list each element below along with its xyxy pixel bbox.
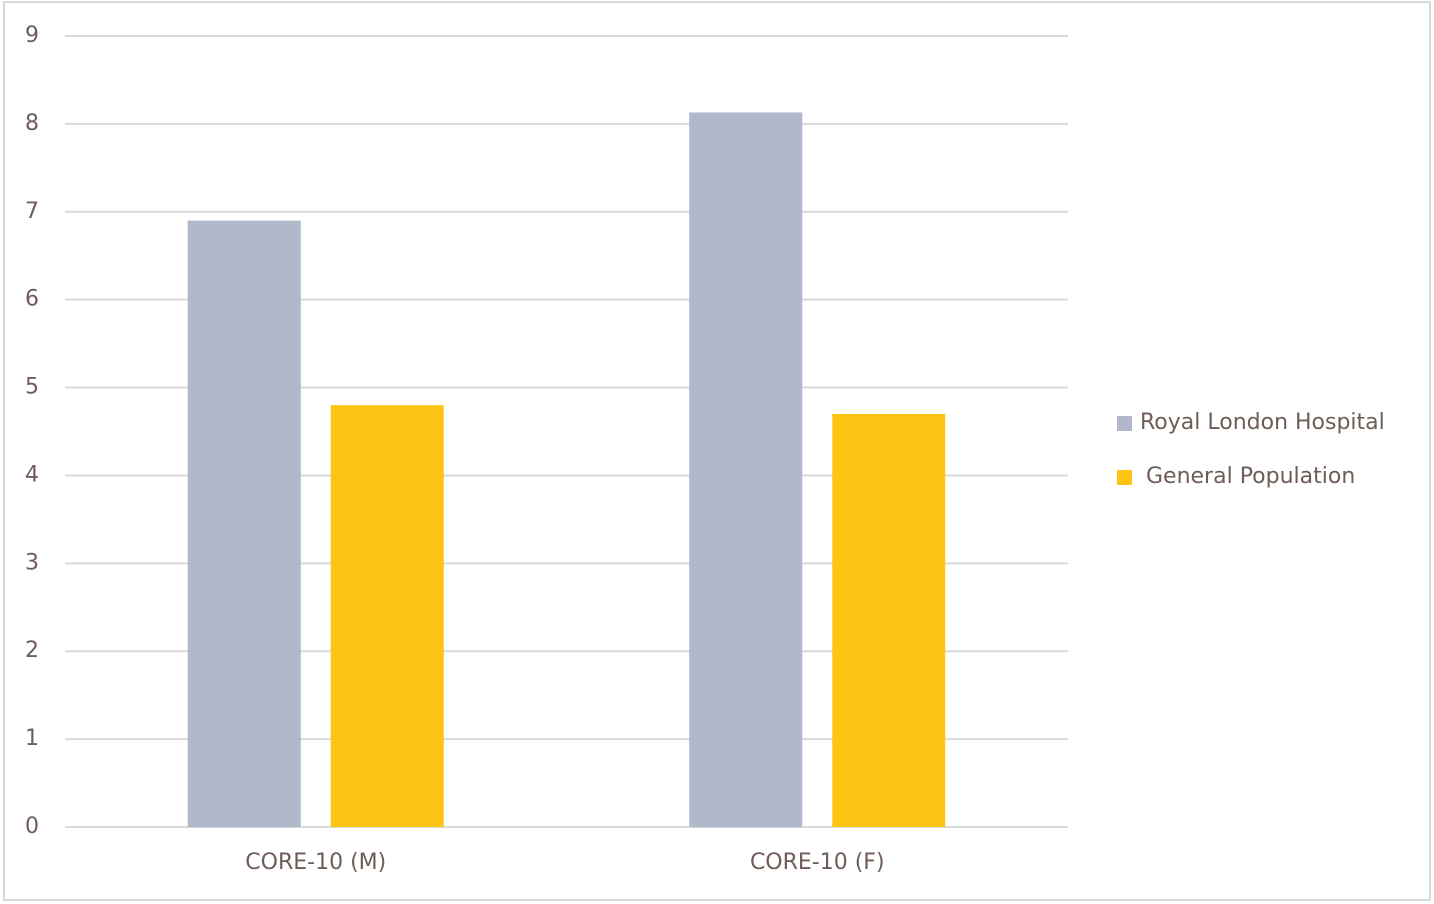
bar	[689, 112, 803, 828]
legend-swatch	[1117, 416, 1132, 431]
legend-swatch	[1117, 470, 1132, 485]
y-tick-label: 1	[25, 726, 39, 751]
bar	[330, 405, 444, 827]
y-tick-label: 6	[25, 287, 39, 312]
legend-label: General Population	[1146, 464, 1355, 489]
bar	[187, 220, 301, 828]
y-tick-label: 3	[25, 550, 39, 575]
x-tick-label: CORE-10 (F)	[750, 850, 885, 875]
y-tick-label: 7	[25, 199, 39, 224]
legend-label: Royal London Hospital	[1140, 410, 1385, 435]
y-tick-label: 5	[25, 375, 39, 400]
y-tick-label: 9	[25, 23, 39, 48]
y-tick-label: 8	[25, 111, 39, 136]
y-tick-label: 4	[25, 462, 39, 487]
y-tick-label: 0	[25, 814, 39, 839]
x-tick-label: CORE-10 (M)	[245, 850, 386, 875]
y-tick-label: 2	[25, 638, 39, 663]
bar	[832, 413, 946, 827]
